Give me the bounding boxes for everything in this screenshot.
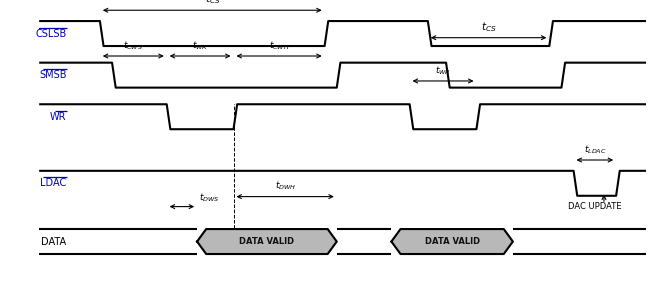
Text: $t_{WR}$: $t_{WR}$	[193, 39, 208, 52]
Text: DATA: DATA	[41, 237, 67, 247]
Text: $t_{CWS}$: $t_{CWS}$	[123, 39, 143, 52]
Polygon shape	[391, 229, 513, 254]
Text: LDAC: LDAC	[40, 178, 67, 188]
Text: DATA VALID: DATA VALID	[424, 237, 480, 246]
Text: $t_{DWH}$: $t_{DWH}$	[274, 180, 296, 192]
Text: $t_{WR}$: $t_{WR}$	[436, 64, 451, 77]
Text: $t_{CWH}$: $t_{CWH}$	[268, 39, 289, 52]
Text: DATA VALID: DATA VALID	[240, 237, 295, 246]
Text: $t_{DWS}$: $t_{DWS}$	[199, 192, 219, 204]
Polygon shape	[197, 229, 337, 254]
Text: $t_{CS}$: $t_{CS}$	[481, 20, 496, 33]
Text: DAC UPDATE: DAC UPDATE	[568, 202, 622, 211]
Text: $t_{LDAC}$: $t_{LDAC}$	[584, 143, 606, 156]
Text: SMSB: SMSB	[39, 70, 67, 80]
Text: CSLSB: CSLSB	[35, 29, 67, 39]
Text: $t_{CS}$: $t_{CS}$	[204, 0, 220, 6]
Text: WR: WR	[50, 112, 67, 122]
